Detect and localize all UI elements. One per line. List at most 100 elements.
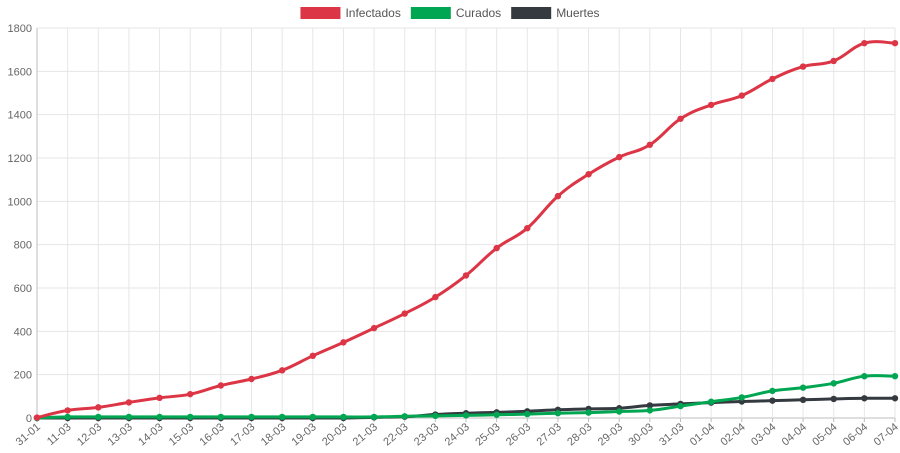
data-point-curados[interactable] — [769, 387, 776, 395]
data-point-infectados[interactable] — [891, 39, 899, 47]
data-point-curados[interactable] — [401, 413, 408, 420]
data-point-infectados[interactable] — [95, 404, 102, 411]
x-tick-label: 15-03 — [167, 421, 196, 448]
data-point-infectados[interactable] — [554, 192, 562, 200]
y-tick-label: 200 — [14, 370, 32, 382]
data-point-infectados[interactable] — [340, 339, 347, 346]
data-point-curados[interactable] — [462, 412, 470, 419]
data-point-curados[interactable] — [861, 372, 868, 380]
x-tick-label: 20-03 — [320, 421, 349, 448]
x-tick-label: 31-03 — [657, 421, 686, 448]
x-tick-label: 14-03 — [136, 421, 165, 448]
data-point-infectados[interactable] — [707, 101, 715, 109]
data-point-infectados[interactable] — [309, 352, 316, 360]
data-point-curados[interactable] — [156, 413, 163, 421]
data-point-curados[interactable] — [432, 412, 439, 420]
data-point-infectados[interactable] — [524, 225, 531, 232]
legend-item-infectados[interactable]: Infectados — [300, 6, 401, 20]
data-point-curados[interactable] — [309, 413, 316, 421]
legend-swatch-infectados — [300, 7, 341, 19]
x-tick-label: 26-03 — [504, 421, 533, 448]
grid — [36, 27, 896, 422]
data-point-muertes[interactable] — [799, 396, 807, 403]
data-point-curados[interactable] — [125, 413, 133, 421]
data-point-curados[interactable] — [616, 408, 623, 415]
data-point-curados[interactable] — [585, 409, 592, 416]
data-point-curados[interactable] — [217, 413, 225, 421]
data-point-curados[interactable] — [493, 411, 500, 418]
data-point-infectados[interactable] — [156, 394, 163, 402]
data-point-infectados[interactable] — [33, 414, 41, 421]
legend-label-infectados: Infectados — [345, 6, 400, 20]
x-tick-label: 18-03 — [259, 421, 288, 448]
x-tick-label: 07-04 — [872, 421, 900, 448]
x-tick-label: 30-03 — [627, 421, 656, 448]
x-tick-label: 04-04 — [780, 421, 809, 448]
legend-item-curados[interactable]: Curados — [410, 6, 501, 20]
y-tick-label: 1800 — [8, 23, 32, 35]
data-point-infectados[interactable] — [432, 293, 439, 301]
legend-label-curados: Curados — [456, 6, 501, 20]
y-tick-label: 1200 — [8, 153, 32, 165]
data-point-infectados[interactable] — [370, 324, 378, 332]
data-point-curados[interactable] — [799, 384, 807, 391]
data-point-curados[interactable] — [340, 413, 347, 421]
x-tick-label: 25-03 — [473, 421, 502, 448]
y-tick-label: 600 — [14, 283, 32, 295]
data-point-curados[interactable] — [830, 380, 837, 387]
data-point-muertes[interactable] — [861, 395, 868, 402]
data-point-infectados[interactable] — [125, 399, 133, 406]
data-point-curados[interactable] — [278, 413, 286, 421]
x-tick-label: 13-03 — [106, 421, 135, 448]
y-tick-label: 800 — [14, 240, 32, 252]
x-tick-label: 24-03 — [443, 421, 472, 448]
data-point-curados[interactable] — [554, 410, 562, 417]
data-point-infectados[interactable] — [830, 57, 837, 65]
x-tick-label: 17-03 — [228, 421, 257, 448]
x-tick-label: 21-03 — [351, 421, 380, 448]
data-point-curados[interactable] — [524, 410, 531, 418]
data-point-curados[interactable] — [64, 413, 71, 421]
data-point-curados[interactable] — [95, 413, 102, 421]
legend-label-muertes: Muertes — [556, 6, 599, 20]
data-point-infectados[interactable] — [187, 390, 194, 398]
legend-item-muertes[interactable]: Muertes — [511, 6, 600, 20]
data-point-infectados[interactable] — [738, 92, 745, 99]
data-point-infectados[interactable] — [462, 272, 470, 279]
data-point-infectados[interactable] — [799, 63, 807, 70]
data-point-muertes[interactable] — [646, 402, 654, 409]
data-point-infectados[interactable] — [616, 153, 623, 161]
data-point-infectados[interactable] — [493, 244, 500, 252]
data-point-muertes[interactable] — [891, 395, 899, 402]
x-tick-label: 29-03 — [596, 421, 625, 448]
series-layer — [33, 39, 899, 422]
y-tick-label: 1600 — [8, 66, 32, 78]
data-point-curados[interactable] — [248, 413, 255, 421]
series-infectados — [33, 39, 899, 421]
data-point-infectados[interactable] — [64, 407, 71, 414]
data-point-curados[interactable] — [891, 372, 899, 380]
data-point-infectados[interactable] — [585, 171, 592, 178]
data-point-infectados[interactable] — [861, 39, 868, 47]
data-point-infectados[interactable] — [646, 141, 654, 148]
data-point-curados[interactable] — [646, 407, 654, 414]
data-point-muertes[interactable] — [769, 397, 776, 404]
data-point-curados[interactable] — [738, 394, 745, 401]
y-tick-label: 1400 — [8, 110, 32, 122]
data-point-infectados[interactable] — [278, 367, 286, 374]
data-point-infectados[interactable] — [769, 75, 776, 83]
data-point-infectados[interactable] — [401, 310, 408, 317]
data-point-curados[interactable] — [677, 402, 684, 410]
x-tick-label: 12-03 — [75, 421, 104, 448]
data-point-curados[interactable] — [370, 413, 378, 421]
data-point-infectados[interactable] — [677, 115, 684, 122]
x-tick-label: 06-04 — [841, 421, 870, 448]
legend[interactable]: Infectados Curados Muertes — [300, 6, 600, 20]
data-point-curados[interactable] — [187, 413, 194, 421]
data-point-curados[interactable] — [707, 398, 715, 405]
data-point-infectados[interactable] — [217, 382, 225, 389]
data-point-muertes[interactable] — [830, 395, 837, 403]
data-point-infectados[interactable] — [248, 375, 255, 383]
